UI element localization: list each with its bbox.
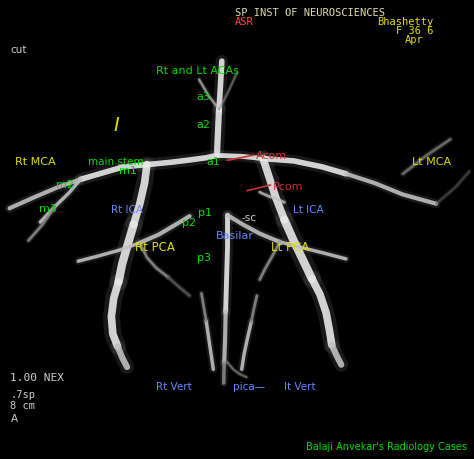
Text: Apr: Apr (405, 35, 424, 45)
Text: Lt ICA: Lt ICA (293, 205, 324, 215)
Text: a3: a3 (197, 91, 210, 101)
Text: Pcom: Pcom (273, 181, 303, 191)
Text: Rt MCA: Rt MCA (15, 157, 56, 167)
Text: m2: m2 (56, 179, 74, 190)
Text: a1: a1 (206, 157, 220, 167)
Text: m1: m1 (118, 166, 137, 176)
Text: Lt PCA: Lt PCA (271, 241, 310, 253)
Text: cut: cut (10, 45, 27, 55)
Text: 1.00 NEX: 1.00 NEX (10, 372, 64, 382)
Text: Bhashetty: Bhashetty (377, 17, 433, 27)
Text: Rt PCA: Rt PCA (135, 241, 175, 253)
Text: Acom: Acom (256, 151, 287, 161)
Text: .7sp: .7sp (10, 389, 36, 399)
Text: I: I (114, 115, 119, 134)
Text: A: A (10, 413, 18, 423)
Text: m3: m3 (39, 204, 57, 214)
Text: main stem: main stem (88, 157, 143, 167)
Text: p3: p3 (197, 252, 211, 262)
Text: SP INST OF NEUROSCIENCES: SP INST OF NEUROSCIENCES (235, 8, 384, 18)
Text: p1: p1 (198, 207, 212, 217)
Text: Rt ICA: Rt ICA (111, 205, 144, 215)
Text: p2: p2 (182, 218, 197, 228)
Text: Rt Vert: Rt Vert (156, 381, 192, 392)
Text: 8 cm: 8 cm (10, 400, 36, 410)
Text: Lt MCA: Lt MCA (412, 157, 452, 167)
Text: lt Vert: lt Vert (284, 381, 316, 392)
Text: a2: a2 (197, 120, 211, 130)
Text: F 36 6: F 36 6 (396, 26, 433, 36)
Text: ASR: ASR (235, 17, 254, 27)
Text: Rt and Lt ACAs: Rt and Lt ACAs (156, 66, 239, 76)
Text: -sc: -sc (242, 212, 257, 222)
Text: pica—: pica— (233, 381, 265, 392)
Text: Basilar: Basilar (216, 230, 254, 241)
Text: Balaji Anvekar's Radiology Cases: Balaji Anvekar's Radiology Cases (306, 441, 467, 451)
